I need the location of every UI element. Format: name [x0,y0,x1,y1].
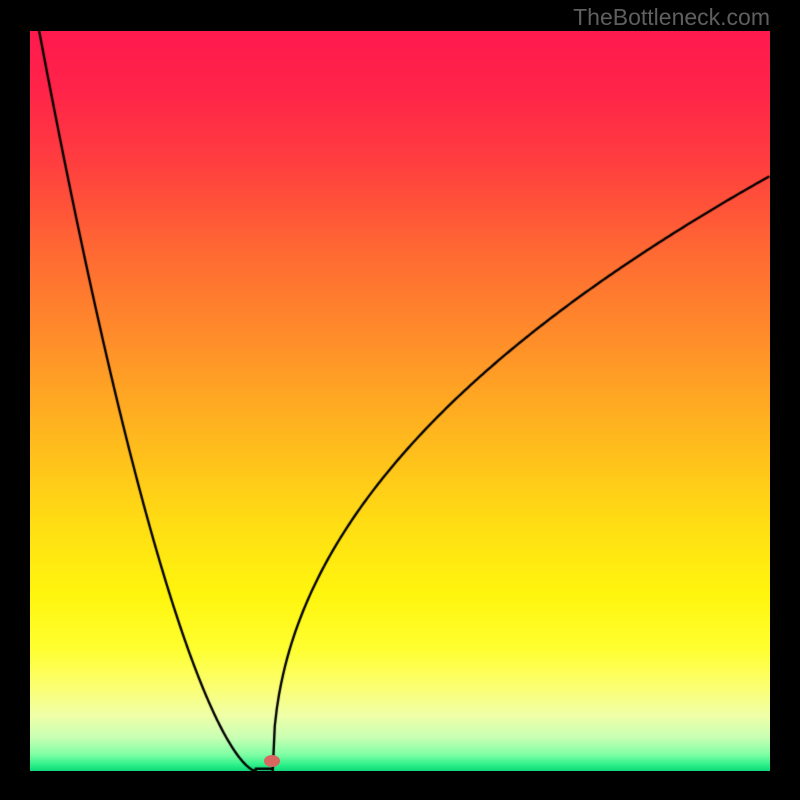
chart-root: TheBottleneck.com [0,0,800,800]
optimum-marker [264,755,280,767]
plot-area [30,31,770,771]
watermark-text: TheBottleneck.com [573,4,770,31]
bottleneck-curve [30,31,770,771]
